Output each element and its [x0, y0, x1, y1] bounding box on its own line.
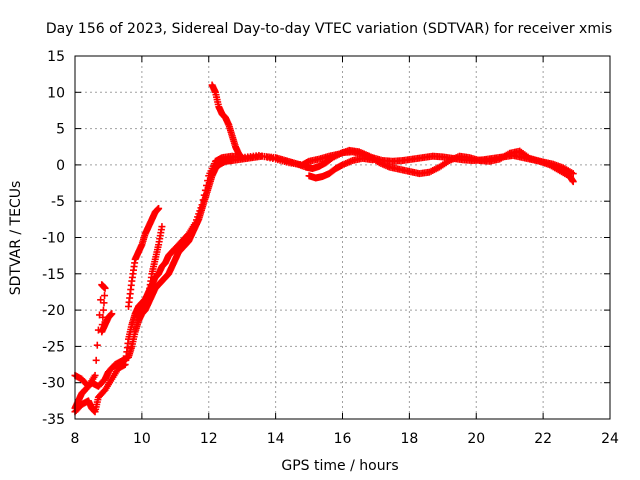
- x-tick-label: 10: [133, 431, 151, 447]
- data-point: [93, 341, 101, 349]
- data-point: [99, 306, 107, 314]
- data-point: [92, 356, 100, 364]
- x-tick-label: 18: [400, 431, 418, 447]
- data-marks: [71, 81, 577, 416]
- y-tick-label: -25: [42, 339, 65, 355]
- x-tick-label: 22: [534, 431, 552, 447]
- data-point: [569, 178, 577, 186]
- x-tick-label: 12: [200, 431, 218, 447]
- y-tick-label: 5: [56, 122, 65, 138]
- data-point: [200, 191, 208, 199]
- y-tick-label: -5: [51, 194, 65, 210]
- data-point: [238, 154, 246, 162]
- y-tick-label: -20: [42, 303, 65, 319]
- data-point: [204, 177, 212, 185]
- plot-frame: [74, 55, 611, 420]
- data-point: [108, 310, 116, 318]
- data-point: [369, 156, 377, 164]
- x-axis-label: GPS time / hours: [281, 458, 398, 474]
- chart-title: Day 156 of 2023, Sidereal Day-to-day VTE…: [46, 21, 612, 37]
- data-point: [101, 292, 109, 300]
- data-point: [203, 181, 211, 189]
- x-tick-label: 16: [334, 431, 352, 447]
- data-point: [201, 186, 209, 194]
- data-point: [158, 223, 166, 231]
- data-point: [155, 204, 163, 212]
- data-point: [198, 201, 206, 209]
- data-point: [199, 196, 207, 204]
- x-tick-labels: 8 10 12 14 16 18 20 22 24: [71, 431, 619, 447]
- y-tick-label: 15: [47, 49, 65, 65]
- y-tick-label: -15: [42, 267, 65, 283]
- x-tick-label: 24: [601, 431, 619, 447]
- y-tick-label: 0: [56, 158, 65, 174]
- gridlines: [74, 55, 611, 420]
- y-axis-label: SDTVAR / TECUs: [8, 181, 24, 296]
- x-tick-label: 8: [71, 431, 80, 447]
- y-tick-label: -30: [42, 376, 65, 392]
- data-point: [101, 284, 109, 292]
- data-point: [91, 371, 99, 379]
- y-tick-label: 10: [47, 85, 65, 101]
- y-tick-label: -35: [42, 412, 65, 428]
- x-tick-label: 14: [267, 431, 285, 447]
- x-tick-label: 20: [467, 431, 485, 447]
- data-point: [100, 299, 108, 307]
- y-tick-label: -10: [42, 231, 65, 247]
- y-tick-labels: 15 10 5 0 -5 -10 -15 -20 -25 -30 -35: [42, 49, 65, 428]
